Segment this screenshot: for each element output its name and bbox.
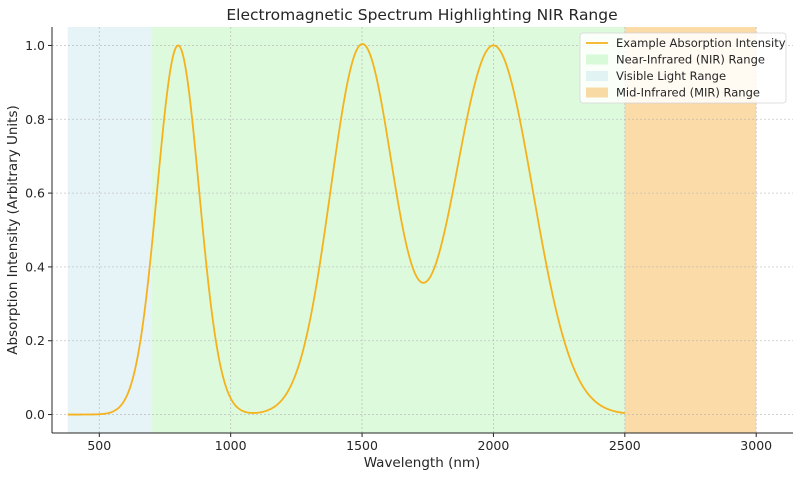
legend-label-2: Visible Light Range bbox=[616, 69, 726, 83]
series-line-0 bbox=[67, 43, 625, 416]
legend-swatch-3 bbox=[586, 87, 608, 98]
y-tick-label-2: 0.4 bbox=[25, 259, 45, 274]
y-tick-label-1: 0.2 bbox=[25, 333, 45, 348]
legend-label-3: Mid-Infrared (MIR) Range bbox=[616, 86, 760, 100]
x-ticks: 500 1000 1500 2000 2500 3000 bbox=[87, 433, 772, 453]
legend-swatch-1 bbox=[586, 54, 608, 65]
y-tick-label-4: 0.8 bbox=[25, 112, 45, 127]
shaded-regions bbox=[67, 27, 757, 433]
x-tick-label-3: 2000 bbox=[478, 438, 510, 453]
legend-swatch-2 bbox=[586, 71, 608, 81]
x-axis-label: Wavelength (nm) bbox=[364, 455, 481, 471]
region-0 bbox=[151, 27, 625, 433]
legend-box bbox=[579, 32, 787, 104]
y-tick-label-5: 1.0 bbox=[25, 38, 45, 53]
legend: Example Absorption Intensity Near-Infrare… bbox=[579, 32, 787, 104]
y-tick-label-0: 0.0 bbox=[25, 407, 45, 422]
x-tick-label-1: 1000 bbox=[215, 438, 247, 453]
y-tick-label-3: 0.6 bbox=[25, 186, 45, 201]
series-lines bbox=[67, 43, 625, 416]
x-tick-label-4: 2500 bbox=[609, 438, 641, 453]
region-1 bbox=[67, 27, 152, 433]
y-ticks: 0.0 0.2 0.4 0.6 0.8 1.0 bbox=[25, 38, 52, 422]
legend-label-0: Example Absorption Intensity bbox=[616, 36, 786, 50]
x-tick-label-0: 500 bbox=[87, 438, 111, 453]
y-axis-label: Absorption Intensity (Arbitrary Units) bbox=[5, 105, 21, 355]
chart-title: Electromagnetic Spectrum Highlighting NI… bbox=[226, 6, 617, 24]
axes bbox=[51, 27, 793, 434]
x-tick-label-5: 3000 bbox=[740, 438, 772, 453]
legend-label-1: Near-Infrared (NIR) Range bbox=[616, 53, 765, 67]
x-tick-label-2: 1500 bbox=[346, 438, 378, 453]
